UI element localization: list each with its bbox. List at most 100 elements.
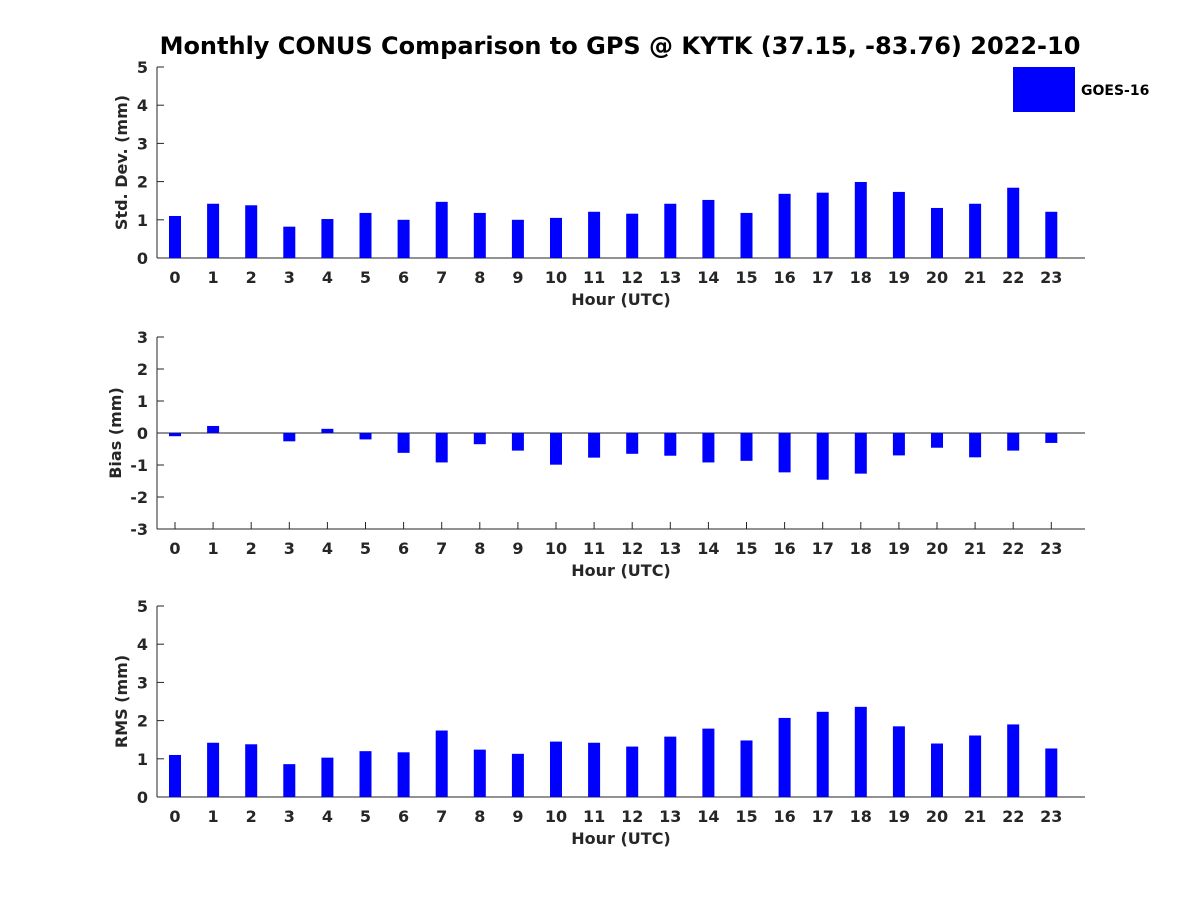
x-tick-label: 10 — [545, 268, 567, 287]
y-tick-label: 3 — [137, 134, 148, 153]
x-tick-label: 20 — [926, 807, 948, 826]
x-tick-label: 19 — [888, 807, 910, 826]
x-tick-label: 7 — [436, 807, 447, 826]
x-tick-label: 15 — [735, 268, 757, 287]
x-tick-label: 13 — [659, 539, 681, 558]
bar-hour-4 — [321, 757, 334, 797]
bar-hour-14 — [702, 728, 715, 797]
bar-hour-12 — [626, 746, 639, 797]
x-tick-label: 4 — [322, 807, 333, 826]
x-tick-label: 18 — [850, 807, 872, 826]
bar-hour-18 — [854, 181, 867, 258]
bar-hour-16 — [778, 433, 791, 473]
legend: GOES-16 — [1013, 67, 1149, 112]
bar-hour-9 — [511, 433, 524, 451]
bar-hour-15 — [740, 433, 753, 461]
bar-hour-15 — [740, 740, 753, 797]
bar-hour-9 — [511, 753, 524, 797]
bar-hour-7 — [435, 433, 448, 463]
x-tick-label: 7 — [436, 268, 447, 287]
x-tick-label: 1 — [208, 539, 219, 558]
bar-hour-19 — [892, 433, 905, 456]
y-tick-label: 2 — [137, 712, 148, 731]
x-tick-label: 3 — [284, 268, 295, 287]
x-tick-label: 14 — [697, 539, 719, 558]
bar-hour-16 — [778, 717, 791, 797]
bar-hour-10 — [550, 433, 562, 465]
x-axis-label: Hour (UTC) — [571, 290, 671, 309]
bar-hour-12 — [626, 433, 639, 454]
x-tick-label: 12 — [621, 807, 643, 826]
bar-hour-12 — [626, 213, 639, 258]
y-tick-label: 3 — [137, 328, 148, 347]
bar-hour-7 — [435, 201, 448, 258]
bar-hour-20 — [931, 433, 943, 448]
bar-hour-11 — [588, 742, 601, 797]
y-axis-label: RMS (mm) — [112, 655, 131, 748]
x-tick-label: 9 — [512, 539, 523, 558]
x-tick-label: 0 — [169, 807, 180, 826]
x-tick-label: 4 — [322, 268, 333, 287]
x-tick-label: 6 — [398, 539, 409, 558]
bar-hour-9 — [511, 219, 524, 258]
x-tick-label: 11 — [583, 268, 605, 287]
x-tick-label: 6 — [398, 807, 409, 826]
y-tick-label: 5 — [137, 58, 148, 77]
bar-hour-6 — [397, 433, 410, 453]
bar-hour-21 — [969, 433, 982, 458]
x-tick-label: 8 — [474, 539, 485, 558]
x-tick-label: 23 — [1040, 268, 1062, 287]
x-tick-label: 15 — [735, 807, 757, 826]
bar-hour-19 — [892, 726, 905, 797]
bar-hour-18 — [854, 706, 867, 797]
x-tick-label: 8 — [474, 807, 485, 826]
bar-hour-0 — [169, 754, 181, 797]
bar-hour-17 — [816, 711, 829, 797]
x-tick-label: 7 — [436, 539, 447, 558]
x-tick-label: 4 — [322, 539, 333, 558]
bar-hour-1 — [207, 425, 220, 433]
bar-hour-5 — [359, 751, 372, 797]
y-tick-label: -3 — [130, 520, 148, 539]
x-tick-label: 10 — [545, 807, 567, 826]
bar-hour-11 — [588, 211, 601, 258]
bar-hour-15 — [740, 212, 753, 258]
x-tick-label: 23 — [1040, 539, 1062, 558]
bar-hour-2 — [245, 744, 258, 797]
bar-hour-7 — [435, 730, 448, 797]
x-tick-label: 21 — [964, 539, 986, 558]
x-tick-label: 20 — [926, 539, 948, 558]
x-tick-label: 3 — [284, 539, 295, 558]
x-tick-label: 19 — [888, 268, 910, 287]
x-tick-label: 18 — [850, 268, 872, 287]
bar-hour-0 — [169, 433, 181, 437]
x-tick-label: 13 — [659, 268, 681, 287]
bar-hour-6 — [397, 752, 410, 797]
bar-hour-13 — [664, 736, 677, 797]
x-tick-label: 15 — [735, 539, 757, 558]
bar-hour-6 — [397, 219, 410, 258]
x-tick-label: 11 — [583, 807, 605, 826]
bar-hour-4 — [321, 219, 334, 258]
x-tick-label: 5 — [360, 268, 371, 287]
y-tick-label: 1 — [137, 750, 148, 769]
x-tick-label: 0 — [169, 539, 180, 558]
x-tick-label: 6 — [398, 268, 409, 287]
x-tick-label: 23 — [1040, 807, 1062, 826]
bar-hour-3 — [283, 226, 296, 258]
bar-hour-4 — [321, 428, 334, 433]
x-tick-label: 14 — [697, 268, 719, 287]
bar-hour-10 — [550, 741, 562, 797]
bar-hour-22 — [1007, 187, 1020, 258]
bar-hour-3 — [283, 764, 296, 797]
x-tick-label: 16 — [773, 807, 795, 826]
y-tick-label: 4 — [137, 96, 148, 115]
x-tick-label: 9 — [512, 268, 523, 287]
bar-hour-13 — [664, 203, 677, 258]
bar-hour-8 — [473, 433, 486, 445]
x-axis-label: Hour (UTC) — [571, 561, 671, 580]
bar-hour-14 — [702, 199, 715, 258]
y-axis-label: Bias (mm) — [106, 387, 125, 479]
